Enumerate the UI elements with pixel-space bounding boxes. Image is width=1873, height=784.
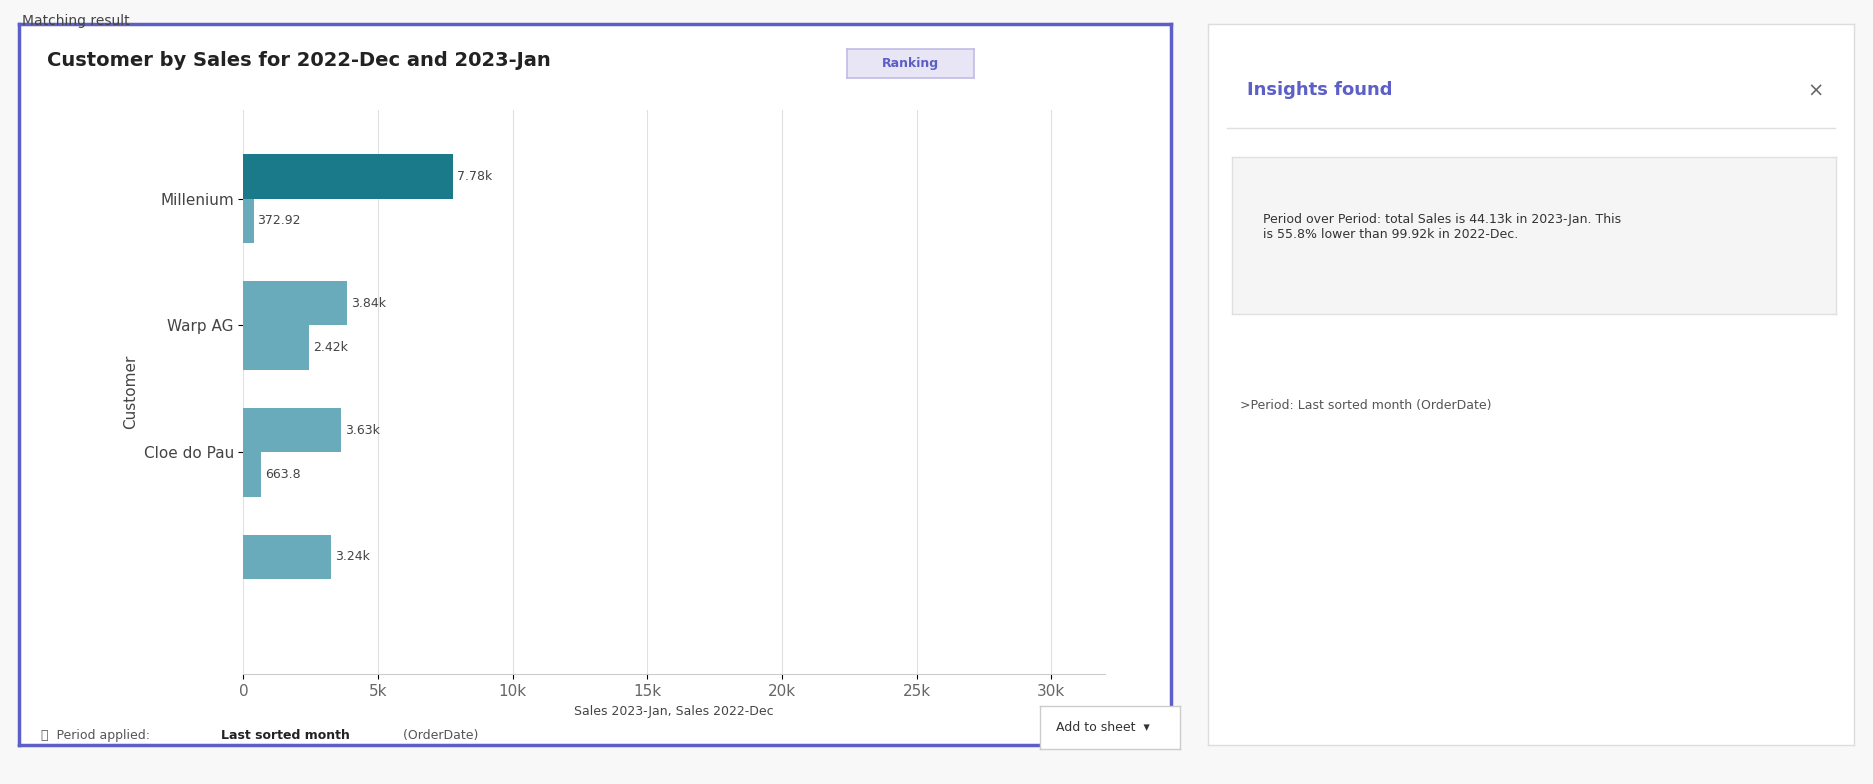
Text: 7.78k: 7.78k (457, 170, 493, 183)
Text: Ranking: Ranking (882, 57, 938, 70)
Text: ×: × (1807, 82, 1824, 100)
Text: Matching result: Matching result (22, 14, 129, 28)
Bar (243, 154, 453, 198)
Text: Add to sheet  ▾: Add to sheet ▾ (1056, 720, 1150, 734)
Bar (243, 325, 309, 370)
Bar (243, 452, 262, 496)
Text: Period over Period: total Sales is 44.13k in 2023-Jan. This
is 55.8% lower than : Period over Period: total Sales is 44.13… (1262, 213, 1620, 241)
Text: 2.42k: 2.42k (313, 341, 348, 354)
X-axis label: Sales 2023-Jan, Sales 2022-Dec: Sales 2023-Jan, Sales 2022-Dec (575, 705, 774, 717)
Text: 663.8: 663.8 (266, 468, 302, 481)
Text: Last sorted month: Last sorted month (221, 729, 350, 742)
Text: 372.92: 372.92 (258, 214, 302, 227)
Bar (243, 281, 347, 325)
Bar (243, 535, 332, 579)
Y-axis label: Customer: Customer (124, 355, 139, 429)
Text: Insights found: Insights found (1247, 82, 1392, 100)
Text: (OrderDate): (OrderDate) (399, 729, 478, 742)
Text: 3.84k: 3.84k (350, 296, 386, 310)
Bar (243, 198, 253, 243)
Text: ⏱  Period applied:: ⏱ Period applied: (41, 729, 154, 742)
Text: 3.24k: 3.24k (335, 550, 369, 564)
Text: >Period: Last sorted month (OrderDate): >Period: Last sorted month (OrderDate) (1240, 398, 1493, 412)
Bar (243, 408, 341, 452)
Text: Customer by Sales for 2022-Dec and 2023-Jan: Customer by Sales for 2022-Dec and 2023-… (47, 51, 551, 70)
Text: 3.63k: 3.63k (345, 423, 380, 437)
